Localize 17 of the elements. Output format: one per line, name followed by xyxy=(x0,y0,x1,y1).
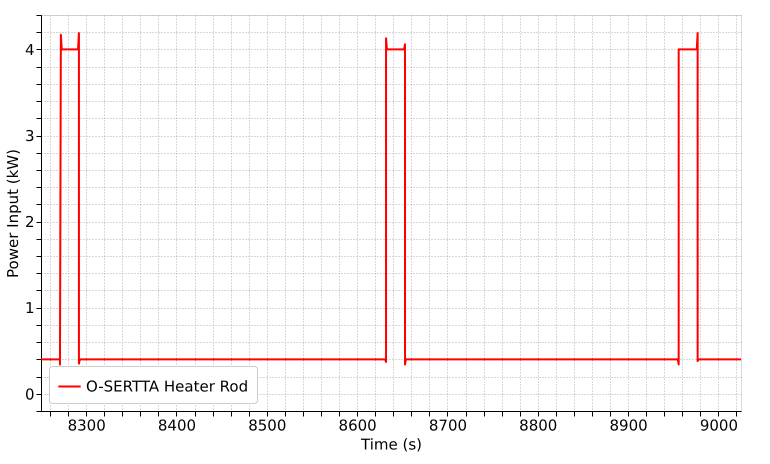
legend-label: O-SERTTA Heater Rod xyxy=(86,378,248,396)
x-tick-label: 8500 xyxy=(248,416,286,434)
y-tick-label: 0 xyxy=(24,385,34,404)
y-tick-label: 3 xyxy=(24,127,34,146)
y-axis-title: Power Input (kW) xyxy=(4,149,22,278)
line-series xyxy=(40,32,742,366)
x-tick-label: 8600 xyxy=(338,416,377,434)
x-tick-label: 8400 xyxy=(158,416,196,434)
x-tick-label: 8800 xyxy=(519,416,558,434)
x-tick-label: 8700 xyxy=(428,416,468,434)
x-tick-label: 8900 xyxy=(610,416,648,434)
x-axis-title: Time (s) xyxy=(360,436,422,454)
y-tick-label: 2 xyxy=(24,213,34,232)
x-tick-label: 9000 xyxy=(700,416,738,434)
y-tick-label: 1 xyxy=(24,299,34,318)
y-tick-label: 4 xyxy=(24,40,34,59)
x-tick-label: 8300 xyxy=(68,416,106,434)
